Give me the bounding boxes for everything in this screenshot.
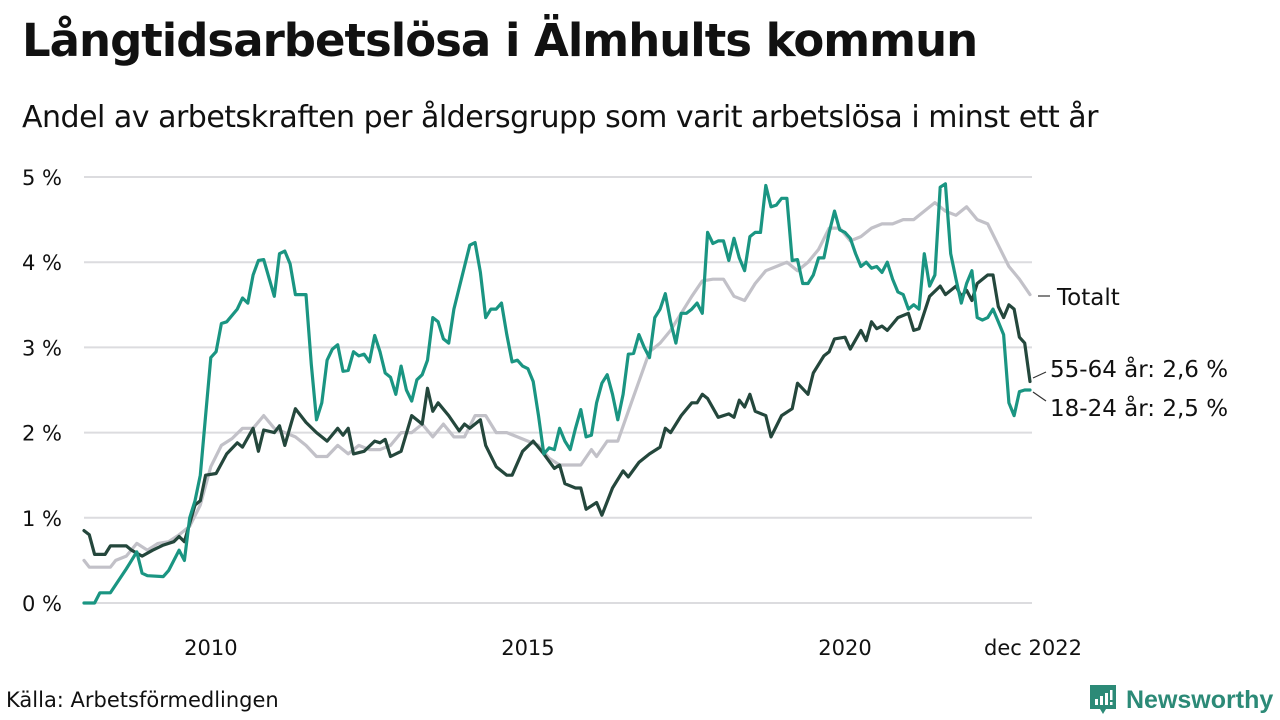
x-tick-label: dec 2022 — [984, 636, 1082, 660]
x-tick-label: 2015 — [501, 636, 554, 660]
series-end-label: 18-24 år: 2,5 % — [1050, 394, 1228, 422]
label-leader-line — [1032, 391, 1047, 402]
newsworthy-logo-icon — [1090, 685, 1116, 714]
brand-logo: Newsworthy — [1088, 683, 1273, 717]
y-tick-label: 0 % — [22, 592, 62, 616]
series-line-totalt — [82, 201, 1032, 569]
x-tick-label: 2010 — [184, 636, 237, 660]
series-end-label: 55-64 år: 2,6 % — [1050, 355, 1228, 383]
y-tick-label: 4 % — [22, 251, 62, 275]
y-tick-label: 1 % — [22, 507, 62, 531]
chart-subtitle: Andel av arbetskraften per åldersgrupp s… — [22, 100, 1098, 135]
series-end-label: Totalt — [1056, 285, 1120, 311]
line-chart: 0 %1 %2 %3 %4 %5 % 2010 2015 2020 dec 2022 … — [22, 166, 1228, 660]
label-leader-line — [1032, 371, 1047, 379]
y-tick-label: 2 % — [22, 422, 62, 446]
y-tick-label: 3 % — [22, 336, 62, 360]
y-tick-label: 5 % — [22, 166, 62, 190]
source-note: Källa: Arbetsförmedlingen — [6, 688, 279, 712]
chart-title: Långtidsarbetslösa i Älmhults kommun — [22, 14, 978, 67]
x-tick-label: 2020 — [818, 636, 871, 660]
series-line-55-64-r — [82, 273, 1032, 558]
series-line-18-24-r — [82, 182, 1032, 605]
brand-name: Newsworthy — [1126, 685, 1274, 714]
